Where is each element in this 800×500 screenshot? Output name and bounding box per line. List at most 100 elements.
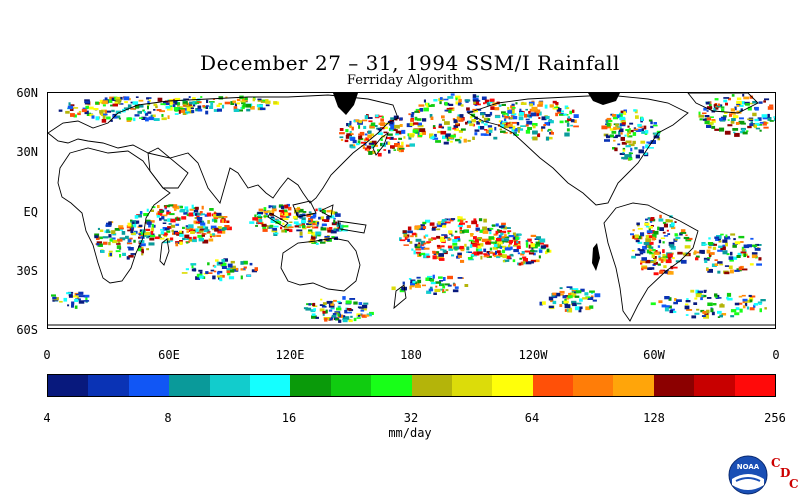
rain-cell [104,109,107,114]
rain-cell [621,156,627,160]
rain-cell [442,135,446,140]
rain-cell [83,294,90,298]
rain-cell [685,314,689,316]
rain-cell [604,139,610,142]
rain-cell [621,122,626,125]
rain-cell [132,224,136,227]
rain-cell [471,241,477,243]
rain-cell [199,228,206,231]
rain-cell [414,226,419,230]
rain-cell [756,263,762,266]
rain-cell [108,242,111,246]
rain-cell [195,228,199,233]
rain-cell [516,241,519,244]
rain-cell [516,243,520,247]
rain-cell [742,298,748,302]
rain-cell [728,97,731,101]
rain-cell [128,239,132,243]
rain-cell [615,134,621,137]
rain-cell [167,240,171,243]
rain-cell [479,126,485,130]
rain-cell [752,101,757,104]
rain-cell [605,120,609,124]
rain-cell [483,117,489,122]
rain-cell [366,148,370,152]
rain-cell [317,234,321,237]
rain-cell [301,217,306,221]
rain-cell [420,224,425,227]
rain-cell [190,230,195,234]
rain-cell [118,225,124,229]
rain-cell [488,236,495,240]
rain-cell [482,226,487,231]
rain-cell [624,154,629,158]
rain-cell [723,99,728,103]
rain-cell [658,300,663,304]
rain-cell [653,272,659,276]
rain-cell [444,109,449,112]
rain-cell [322,312,325,316]
rain-cell [720,116,727,121]
rain-cell [272,227,277,231]
rain-cell [410,285,415,288]
rain-cell [507,231,510,235]
rain-cell [377,128,381,131]
rain-cell [459,114,464,118]
rain-cell [722,115,727,118]
rain-cell [146,221,152,225]
rain-cell [315,231,322,236]
rain-cell [401,141,404,145]
rain-cell [415,246,420,249]
rain-cell [414,281,417,284]
rain-cell [111,230,116,234]
rain-cell [249,262,253,266]
rain-cell [518,233,522,236]
rain-cell [436,244,441,248]
rain-cell [126,119,132,122]
rain-cell [666,229,669,232]
rain-cell [312,303,316,306]
rain-cell [211,218,216,222]
rain-cell [212,228,215,231]
rain-cell [734,132,740,137]
rain-cell [696,308,700,311]
rain-cell [156,214,160,218]
colorbar-label-32: 32 [403,411,419,425]
rain-cell [613,139,616,142]
rain-cell [504,238,510,242]
rain-cell [456,255,460,259]
rain-cell [114,115,121,119]
rain-cell [342,319,348,323]
rain-cell [146,248,149,251]
rain-cell [516,241,521,245]
rain-cell [221,259,225,263]
rain-cell [197,226,204,229]
rain-cell [380,118,384,122]
rain-cell [650,261,656,263]
rain-cell [713,108,717,112]
rain-cell [514,241,518,245]
rain-cell [408,135,412,140]
colorbar-swatch [451,375,493,396]
rain-cell [331,236,335,238]
rain-cell [150,114,155,118]
rain-cell [475,239,479,243]
rain-cell [679,232,683,236]
rain-cell [201,233,205,237]
rain-cell [643,152,648,155]
rain-cell [618,130,621,135]
rain-cell [195,276,200,280]
rain-cell [365,137,369,141]
rain-cell [514,134,519,136]
rain-cell [293,221,299,225]
rain-cell [606,135,611,139]
rain-cell [371,140,377,145]
rain-cell [207,220,210,224]
rain-cell [86,112,92,116]
rain-cell [750,237,754,240]
rain-cell [452,239,458,242]
rain-cell [232,100,236,104]
rain-cell [192,212,195,216]
rain-cell [242,103,248,108]
rain-cell [735,122,740,125]
